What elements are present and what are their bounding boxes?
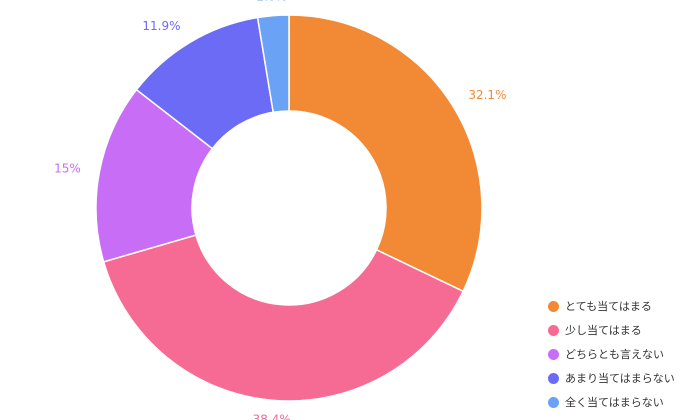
donut-slice[interactable]: [256, 14, 290, 114]
legend-item[interactable]: 少し当てはまる: [548, 318, 675, 342]
donut-slice[interactable]: [102, 234, 465, 402]
legend-label: とても当てはまる: [565, 300, 652, 313]
slice-percent-label: 32.1%: [468, 88, 506, 102]
legend-item[interactable]: 全く当てはまらない: [548, 390, 675, 414]
legend-item[interactable]: どちらとも言えない: [548, 342, 675, 366]
legend-label: どちらとも言えない: [565, 348, 664, 361]
legend-swatch: [548, 372, 559, 384]
legend-swatch: [548, 396, 559, 408]
slice-percent-label: 38.4%: [253, 412, 291, 420]
slice-percent-label: 11.9%: [142, 19, 180, 33]
legend-item[interactable]: とても当てはまる: [548, 294, 675, 318]
legend-item[interactable]: あまり当てはまらない: [548, 366, 675, 390]
legend-swatch: [548, 348, 559, 360]
legend-label: あまり当てはまらない: [565, 372, 675, 385]
legend-swatch: [548, 300, 559, 312]
legend-swatch: [548, 324, 559, 336]
slice-percent-label: 2.6%: [256, 0, 287, 4]
donut-slice[interactable]: [288, 14, 483, 293]
legend-label: 少し当てはまる: [565, 324, 642, 337]
chart-legend: とても当てはまる 少し当てはまる どちらとも言えない あまり当てはまらない 全く…: [548, 294, 675, 414]
slice-percent-label: 15%: [54, 161, 81, 175]
legend-label: 全く当てはまらない: [565, 396, 664, 409]
